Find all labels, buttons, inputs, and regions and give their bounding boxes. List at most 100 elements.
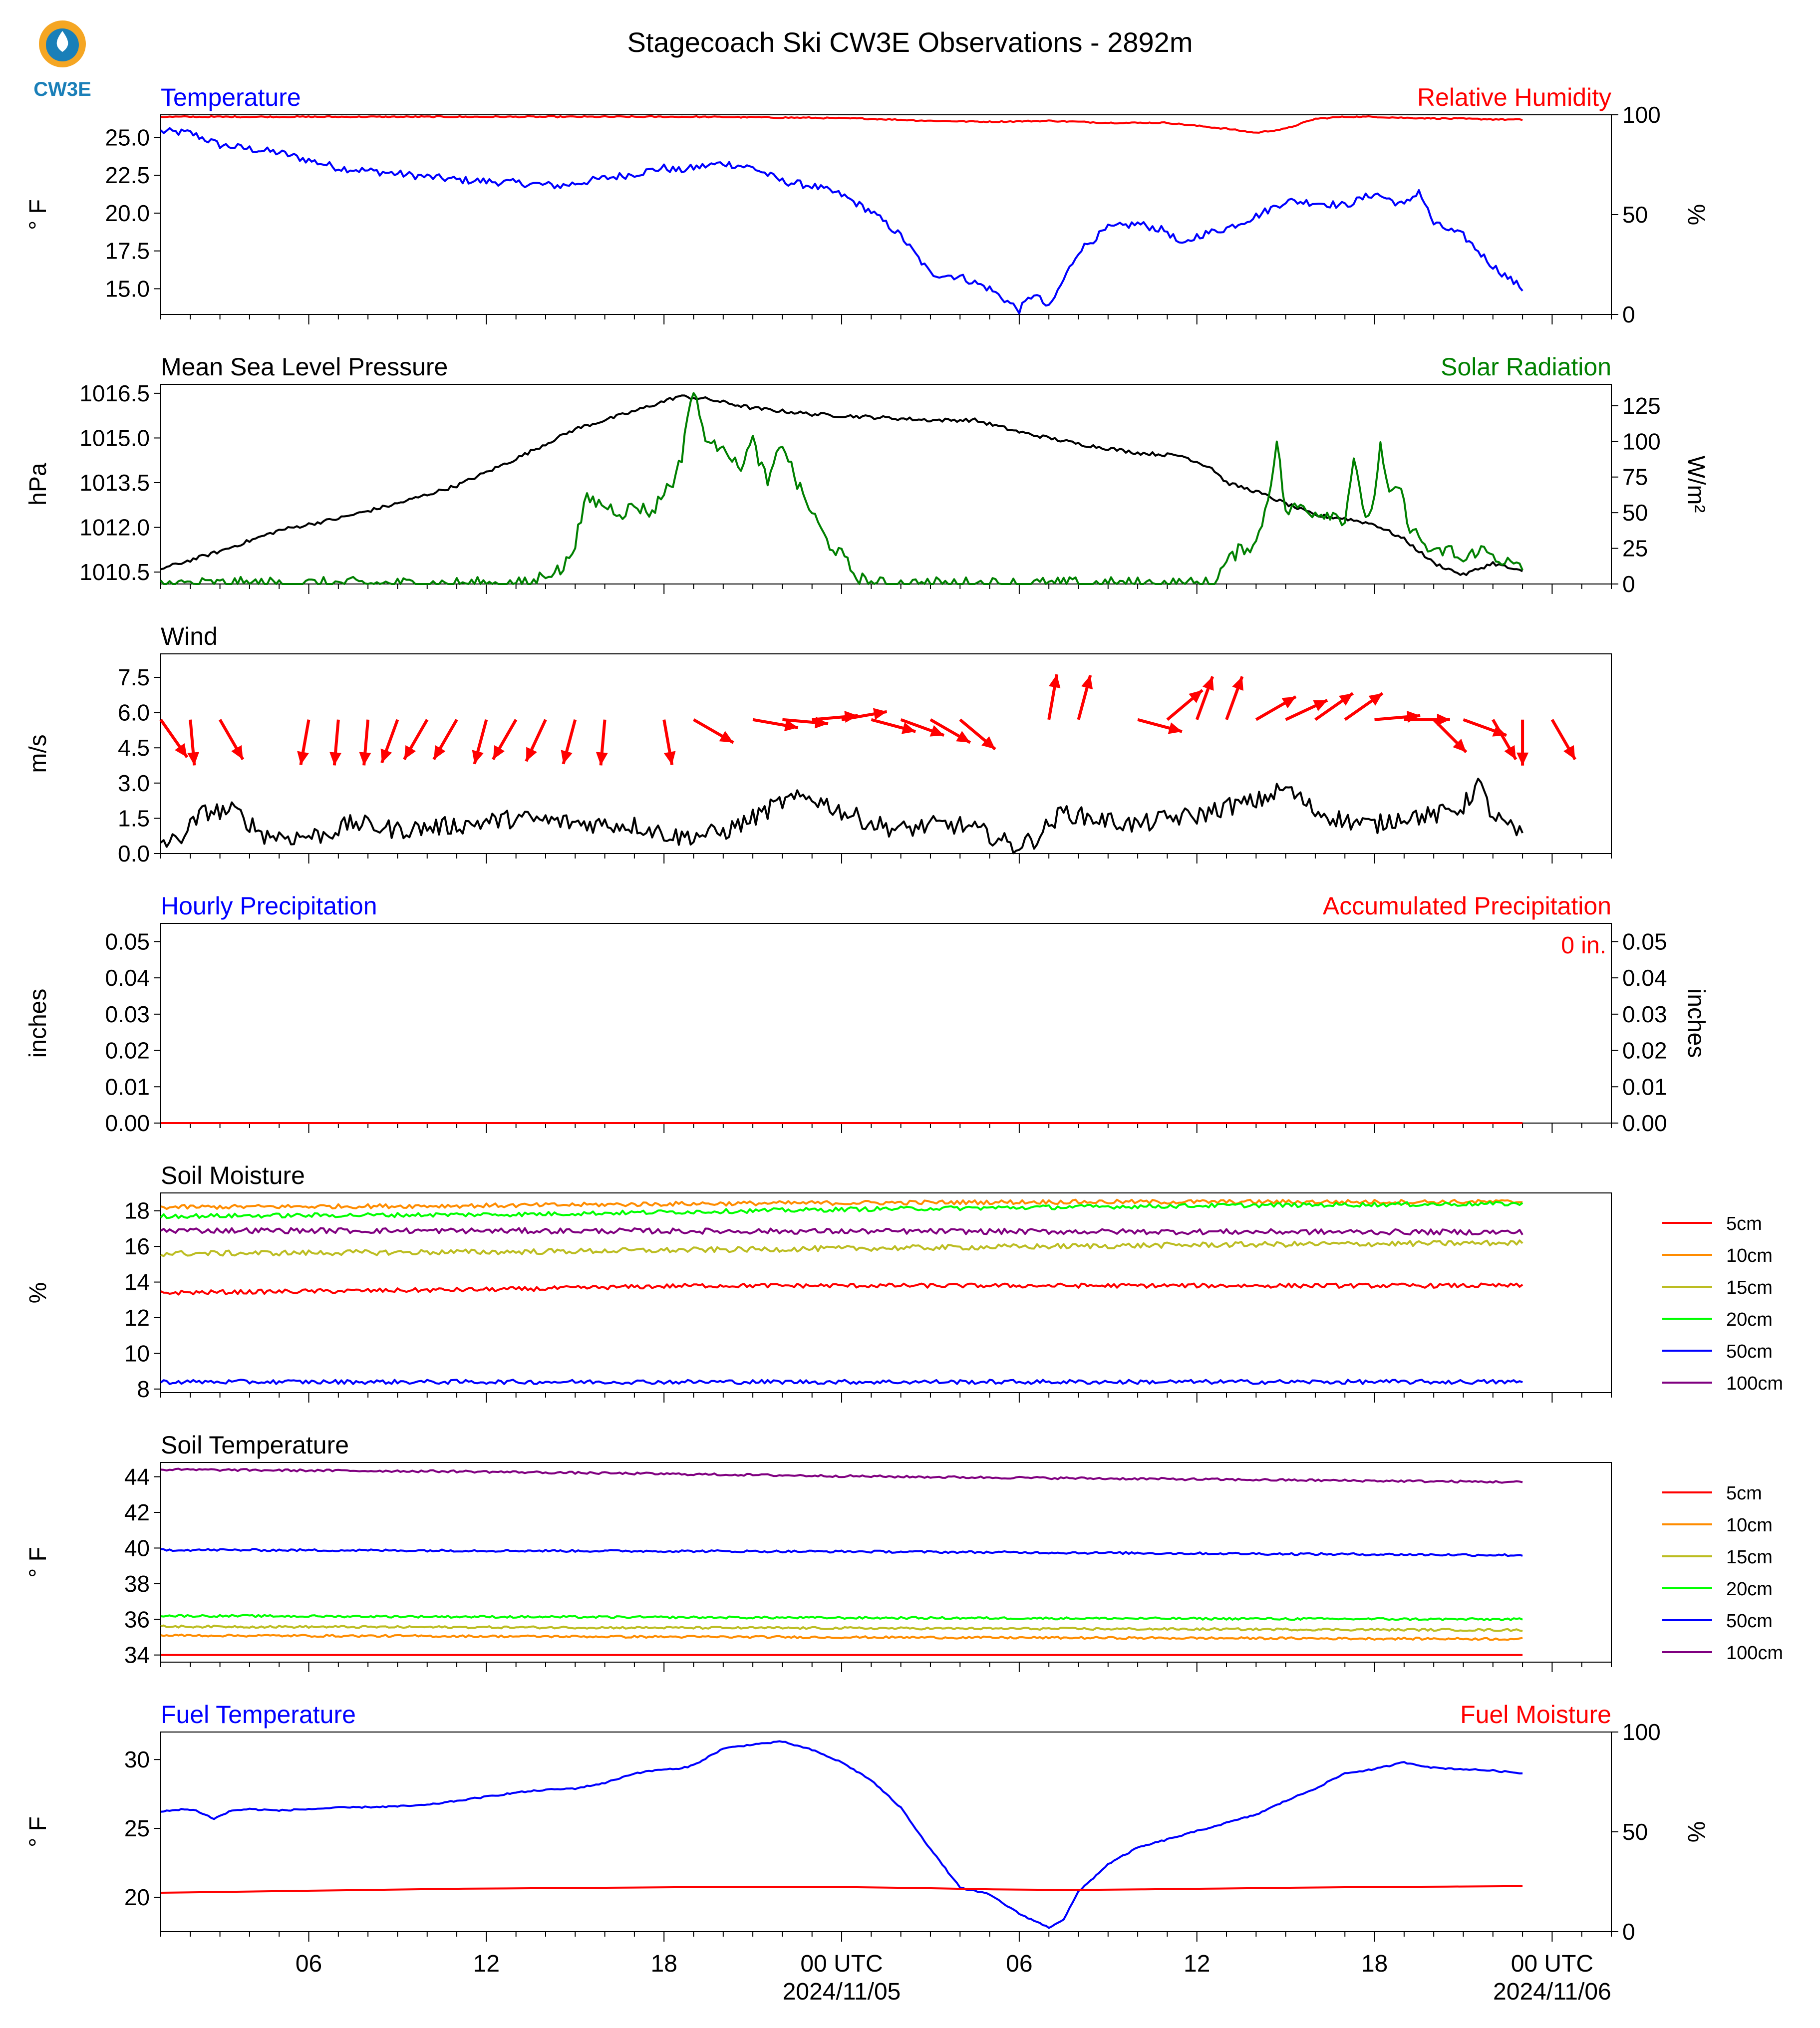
ytick-label-right: 0 [1622,571,1635,597]
wind-arrow [492,719,518,760]
panel-title-right: Relative Humidity [1417,83,1611,111]
cw3e-logo: CW3E [33,20,91,100]
ytick-label-right: 50 [1622,1819,1648,1845]
wind-arrow-head [1281,696,1296,709]
panel-6: Soil Temperature 34 36 38 40 42 44 ° F 5cm 10cm 15… [25,1431,1783,1672]
legend-label-10cm: 10cm [1726,1245,1773,1266]
wind-arrow-head [1313,700,1328,711]
ytick-label-right: 0 [1622,301,1635,327]
wind-arrow [1166,689,1204,721]
ylabel-left: ° F [25,199,51,230]
wind-arrow-head [719,731,734,743]
legend-label-5cm: 5cm [1726,1483,1762,1504]
ytick-label-right: 25 [1622,536,1648,562]
wind-arrow-head [1368,693,1383,706]
wind-arrow [1492,719,1517,760]
legend-label-10cm: 10cm [1726,1515,1773,1536]
series-line-right [160,1885,1523,1894]
wind-arrow [693,718,734,744]
wind-arrow [1225,676,1244,720]
xtick-label: 18 [1361,1951,1388,1977]
ytick-label-right: 100 [1622,428,1661,454]
ylabel-left: % [25,1282,51,1304]
panels: Temperature Relative Humidity 15.0 17.5 20.0… [25,83,1783,2005]
panel-title-right: Solar Radiation [1441,353,1611,381]
ytick-label-left: 1012.0 [79,515,150,541]
wind-arrow-head [1437,713,1450,726]
wind-arrow [900,718,945,737]
date-label: 2024/11/05 [783,1979,901,2005]
plot-frame [160,1192,1612,1393]
wind-arrow-head [380,748,392,763]
plot-frame [160,1462,1612,1663]
ytick-label-right: 50 [1622,500,1648,526]
ylabel-right: % [1683,1821,1709,1843]
wind-arrow-head [329,752,342,766]
wind-arrow [1517,719,1529,766]
wind-arrow [1047,674,1061,720]
ytick-label-left: 25 [124,1815,150,1841]
ylabel-right: % [1683,204,1709,226]
ytick-label-left: 1013.5 [79,470,150,496]
wind-arrow [841,708,888,721]
panel-title-left: Fuel Temperature [161,1701,356,1729]
wind-arrow [219,719,245,760]
wind-arrow-head [404,745,416,760]
panel-title-left: Hourly Precipitation [161,892,377,920]
wind-arrow [159,719,189,758]
ytick-label-right: 0 [1622,1919,1635,1945]
ytick-label-left: 16 [124,1233,150,1259]
wind-arrow-head [873,708,887,720]
ylabel-left: ° F [25,1816,51,1847]
series-line-left [160,394,1523,577]
ytick-label-right: 0.00 [1622,1110,1667,1136]
ytick-label-right: 0.02 [1622,1038,1667,1064]
series-line-left [160,778,1523,855]
panel-title-left: Soil Temperature [161,1431,349,1459]
wind-arrow-head [175,743,187,758]
ytick-label-left: 0.01 [105,1074,150,1100]
legend-label-15cm: 15cm [1726,1547,1773,1568]
date-label: 2024/11/06 [1493,1979,1611,2005]
panel-title-left: Soil Moisture [161,1161,305,1189]
series-line-right [160,392,1523,585]
ytick-label-left: 0.05 [105,928,150,954]
wind-arrow [329,719,342,766]
legend-label-15cm: 15cm [1726,1277,1773,1298]
wind-arrow [380,719,399,764]
panel-title-left: Wind [161,622,218,650]
wind-arrow [432,719,458,760]
wind-arrow-head [956,731,970,743]
legend-label-20cm: 20cm [1726,1579,1773,1600]
ylabel-right: W/m² [1683,456,1709,513]
wind-arrow [596,719,608,766]
wind-arrow [525,719,547,762]
panel-title-right: Accumulated Precipitation [1323,892,1611,920]
series-line-20cm [160,1200,1523,1219]
ytick-label-left: 22.5 [105,162,150,188]
legend: 5cm 10cm 15cm 20cm 50cm 100cm [1662,1213,1783,1394]
ytick-label-right: 0.01 [1622,1074,1667,1100]
wind-arrow [403,719,429,760]
series-line-left [160,1740,1523,1929]
ytick-label-left: 0.03 [105,1001,150,1027]
wind-arrow-head [231,745,243,760]
wind-arrow-head [929,725,944,737]
wind-arrow-head [561,750,573,764]
series-line-50cm [160,1379,1523,1385]
ytick-label-left: 10 [124,1340,150,1366]
wind-arrow-head [1339,693,1353,706]
wind-arrow-head [526,747,537,762]
xtick-label: 00 UTC [800,1951,883,1977]
wind-arrow [472,719,488,765]
ytick-label-left: 6.0 [118,700,150,726]
panel-5: Soil Moisture 8 10 12 14 16 18% 5cm 10cm 15cm 20cm… [25,1161,1783,1403]
series-line-left [160,127,1523,314]
wind-arrow [1255,695,1297,721]
panel-2: Mean Sea Level Pressure Solar Radiation 10… [25,353,1709,597]
plot-frame [160,653,1612,854]
ytick-label-right: 75 [1622,464,1648,490]
